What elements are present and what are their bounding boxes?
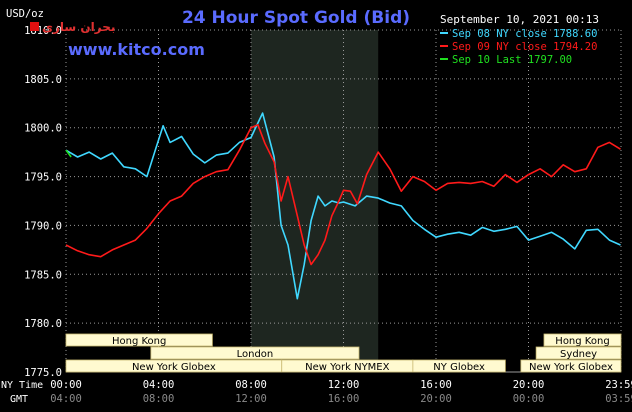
gmt-label: GMT xyxy=(10,394,28,405)
y-tick-label: 1775.0 xyxy=(24,367,62,379)
x-tick-label-gmt: 04:00 xyxy=(50,393,82,405)
y-tick-label: 1790.0 xyxy=(24,220,62,232)
chart-date: September 10, 2021 00:13 xyxy=(440,13,599,26)
x-tick-label-ny: 12:00 xyxy=(328,379,360,391)
legend-label: Sep 10 Last 1797.00 xyxy=(452,54,572,66)
series-line-2 xyxy=(65,149,72,158)
x-tick-label-ny: 16:00 xyxy=(420,379,452,391)
session-bar xyxy=(535,346,622,360)
y-tick-label: 1805.0 xyxy=(24,74,62,86)
x-tick-label-ny: 20:00 xyxy=(513,379,545,391)
session-label: Sydney xyxy=(560,349,597,360)
session-label: New York Globex xyxy=(529,362,613,373)
y-tick-label: 1785.0 xyxy=(24,269,62,281)
session-bar xyxy=(412,359,506,373)
y-tick-label: 1800.0 xyxy=(24,123,62,135)
x-tick-label-gmt: 12:00 xyxy=(235,393,267,405)
session-label: Hong Kong xyxy=(112,336,166,347)
session-label: London xyxy=(237,349,274,360)
x-tick-label-gmt: 20:00 xyxy=(420,393,452,405)
session-bar xyxy=(543,333,622,347)
legend-label: Sep 08 NY close 1788.60 xyxy=(452,28,597,40)
logo-text: بحران سازی xyxy=(42,20,115,34)
y-axis: 1810.01805.01800.01795.01790.01785.01780… xyxy=(24,25,62,379)
nymex-highlight-band xyxy=(251,30,379,372)
watermark-logo: بحران سازی xyxy=(30,20,115,34)
x-tick-label-gmt: 16:00 xyxy=(328,393,360,405)
website-link[interactable]: www.kitco.com xyxy=(68,40,205,59)
session-label: Hong Kong xyxy=(555,336,609,347)
x-tick-label-gmt: 08:00 xyxy=(143,393,175,405)
x-tick-label-ny: 08:00 xyxy=(235,379,267,391)
x-tick-label-ny: 04:00 xyxy=(143,379,175,391)
session-label: NY Globex xyxy=(433,362,485,373)
session-label: New York NYMEX xyxy=(305,362,390,373)
session-bars: Hong Kong Hong Kong London Sydney New York G… xyxy=(65,333,622,373)
session-bar xyxy=(65,333,213,347)
logo-mark-icon xyxy=(30,22,39,31)
session-bar xyxy=(150,346,360,360)
session-bar xyxy=(520,359,622,373)
ny-time-label: NY Time xyxy=(1,380,43,391)
series-line-1 xyxy=(65,124,621,266)
y-tick-label: 1795.0 xyxy=(24,172,62,184)
x-tick-label-ny: 23:59 xyxy=(605,379,632,391)
session-label: New York Globex xyxy=(132,362,216,373)
legend-label: Sep 09 NY close 1794.20 xyxy=(452,41,597,53)
x-tick-label-gmt: 03:59 xyxy=(605,393,632,405)
x-axis: 00:00 04:00 08:00 12:00 16:00 20:00 23:59 04:00… xyxy=(50,379,632,405)
y-tick-label: 1780.0 xyxy=(24,318,62,330)
y-unit-label: USD/oz xyxy=(6,8,44,20)
price-series xyxy=(65,112,621,300)
chart-title: 24 Hour Spot Gold (Bid) xyxy=(182,8,410,28)
x-tick-label-gmt: 00:00 xyxy=(513,393,545,405)
x-tick-label-ny: 00:00 xyxy=(50,379,82,391)
series-line-0 xyxy=(65,112,621,300)
